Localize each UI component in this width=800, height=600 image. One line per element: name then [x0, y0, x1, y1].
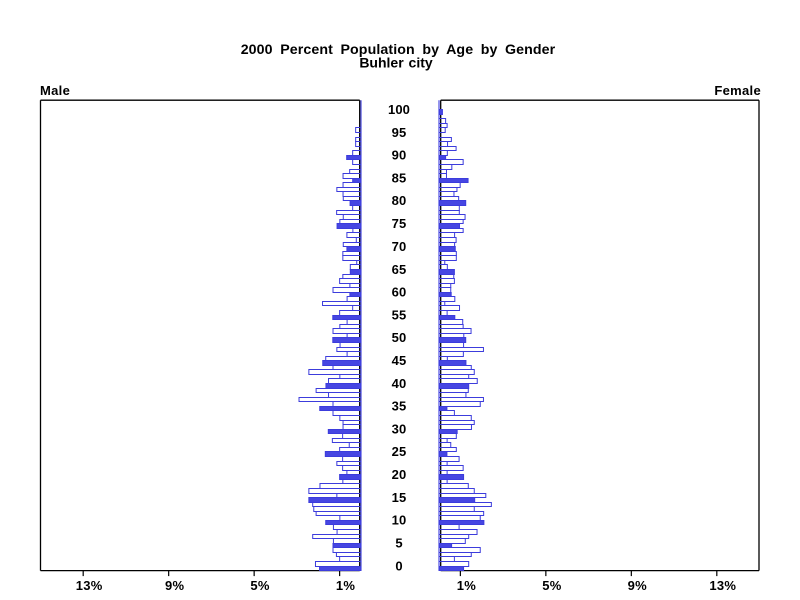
- svg-text:95: 95: [392, 125, 407, 140]
- svg-text:5: 5: [395, 535, 402, 550]
- svg-text:1%: 1%: [457, 578, 477, 593]
- svg-text:9%: 9%: [628, 578, 648, 593]
- svg-text:85: 85: [392, 170, 407, 185]
- svg-text:9%: 9%: [165, 578, 185, 593]
- svg-text:30: 30: [392, 421, 407, 436]
- svg-text:75: 75: [392, 216, 407, 231]
- svg-text:40: 40: [392, 376, 407, 391]
- svg-text:13%: 13%: [709, 578, 736, 593]
- svg-text:50: 50: [392, 330, 407, 345]
- svg-text:Female: Female: [714, 83, 761, 98]
- svg-text:60: 60: [392, 284, 407, 299]
- svg-text:15: 15: [392, 490, 407, 505]
- svg-text:20: 20: [392, 467, 407, 482]
- svg-text:35: 35: [392, 398, 407, 413]
- svg-text:2000 Percent Population by Age: 2000 Percent Population by Age by Gender: [241, 42, 556, 58]
- svg-text:70: 70: [392, 239, 407, 254]
- svg-text:5%: 5%: [542, 578, 562, 593]
- svg-text:90: 90: [392, 147, 407, 162]
- svg-text:1%: 1%: [336, 578, 356, 593]
- svg-text:100: 100: [388, 102, 410, 117]
- svg-text:0: 0: [395, 558, 402, 573]
- svg-text:55: 55: [392, 307, 407, 322]
- svg-text:13%: 13%: [76, 578, 103, 593]
- svg-text:5%: 5%: [250, 578, 270, 593]
- svg-text:65: 65: [392, 262, 407, 277]
- svg-text:Male: Male: [40, 83, 70, 98]
- svg-text:45: 45: [392, 353, 407, 368]
- svg-text:Buhler city: Buhler city: [359, 55, 433, 71]
- svg-text:25: 25: [392, 444, 407, 459]
- svg-text:80: 80: [392, 193, 407, 208]
- svg-text:10: 10: [392, 512, 407, 527]
